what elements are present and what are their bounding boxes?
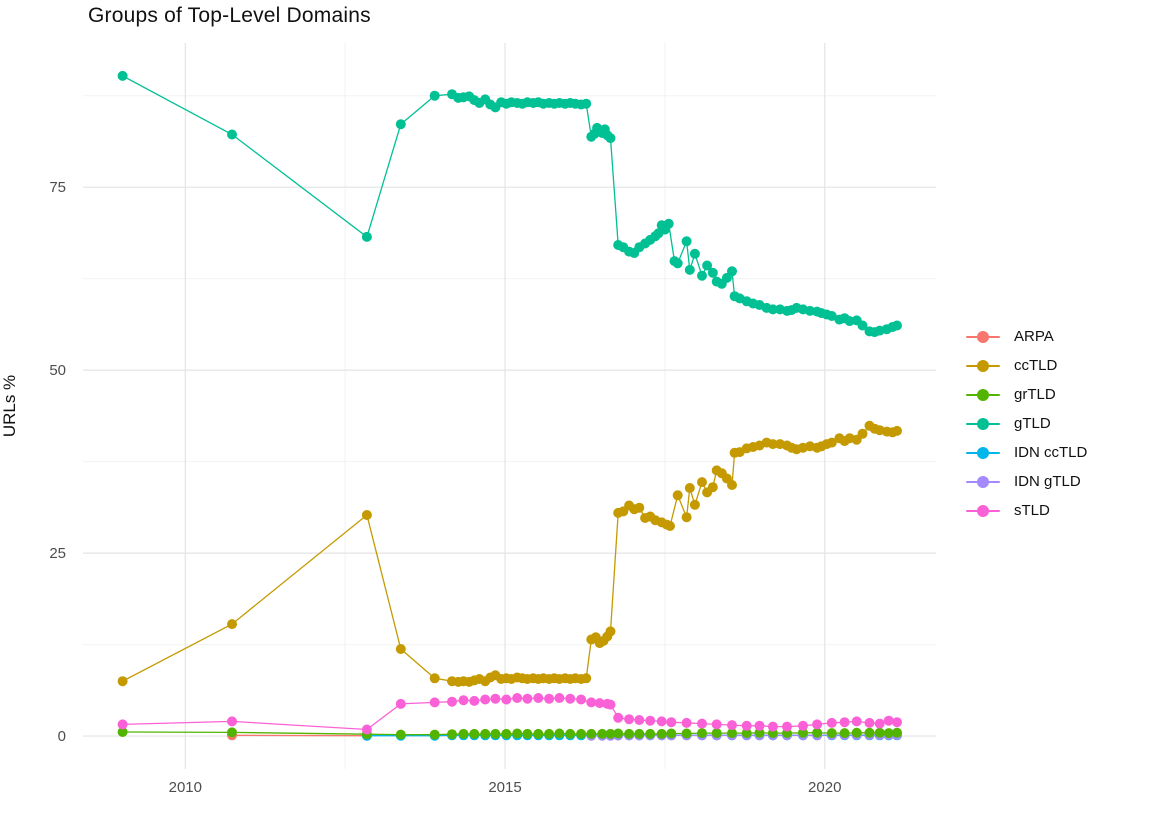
legend-item-idn-cctld: IDN ccTLD	[966, 438, 1087, 467]
svg-text:2010: 2010	[169, 779, 202, 796]
legend-item-arpa: ARPA	[966, 322, 1087, 351]
legend-key-icon	[966, 504, 1000, 517]
legend-key-icon	[966, 330, 1000, 343]
svg-text:25: 25	[49, 545, 66, 562]
legend-item-stld: sTLD	[966, 496, 1087, 525]
legend-item-cctld: ccTLD	[966, 351, 1087, 380]
chart-title: Groups of Top-Level Domains	[88, 4, 371, 27]
legend-label: ARPA	[1014, 328, 1054, 345]
svg-text:2015: 2015	[488, 779, 521, 796]
legend-key-icon	[966, 388, 1000, 401]
legend-label: IDN ccTLD	[1014, 444, 1088, 461]
legend-key-icon	[966, 359, 1000, 372]
legend-key-icon	[966, 446, 1000, 459]
legend-label: IDN gTLD	[1014, 473, 1081, 490]
svg-text:0: 0	[58, 728, 66, 745]
legend-label: sTLD	[1014, 502, 1050, 519]
legend: ARPA ccTLD grTLD gTLD IDN ccTLD IDN gTLD…	[966, 322, 1087, 525]
svg-text:75: 75	[49, 179, 66, 196]
legend-label: ccTLD	[1014, 357, 1058, 374]
legend-key-icon	[966, 417, 1000, 430]
legend-key-icon	[966, 475, 1000, 488]
svg-text:50: 50	[49, 362, 66, 379]
legend-item-grtld: grTLD	[966, 380, 1087, 409]
legend-item-idn-gtld: IDN gTLD	[966, 467, 1087, 496]
y-axis-title: URLs %	[0, 374, 19, 438]
legend-label: gTLD	[1014, 415, 1051, 432]
legend-item-gtld: gTLD	[966, 409, 1087, 438]
svg-text:2020: 2020	[808, 779, 841, 796]
legend-label: grTLD	[1014, 386, 1056, 403]
